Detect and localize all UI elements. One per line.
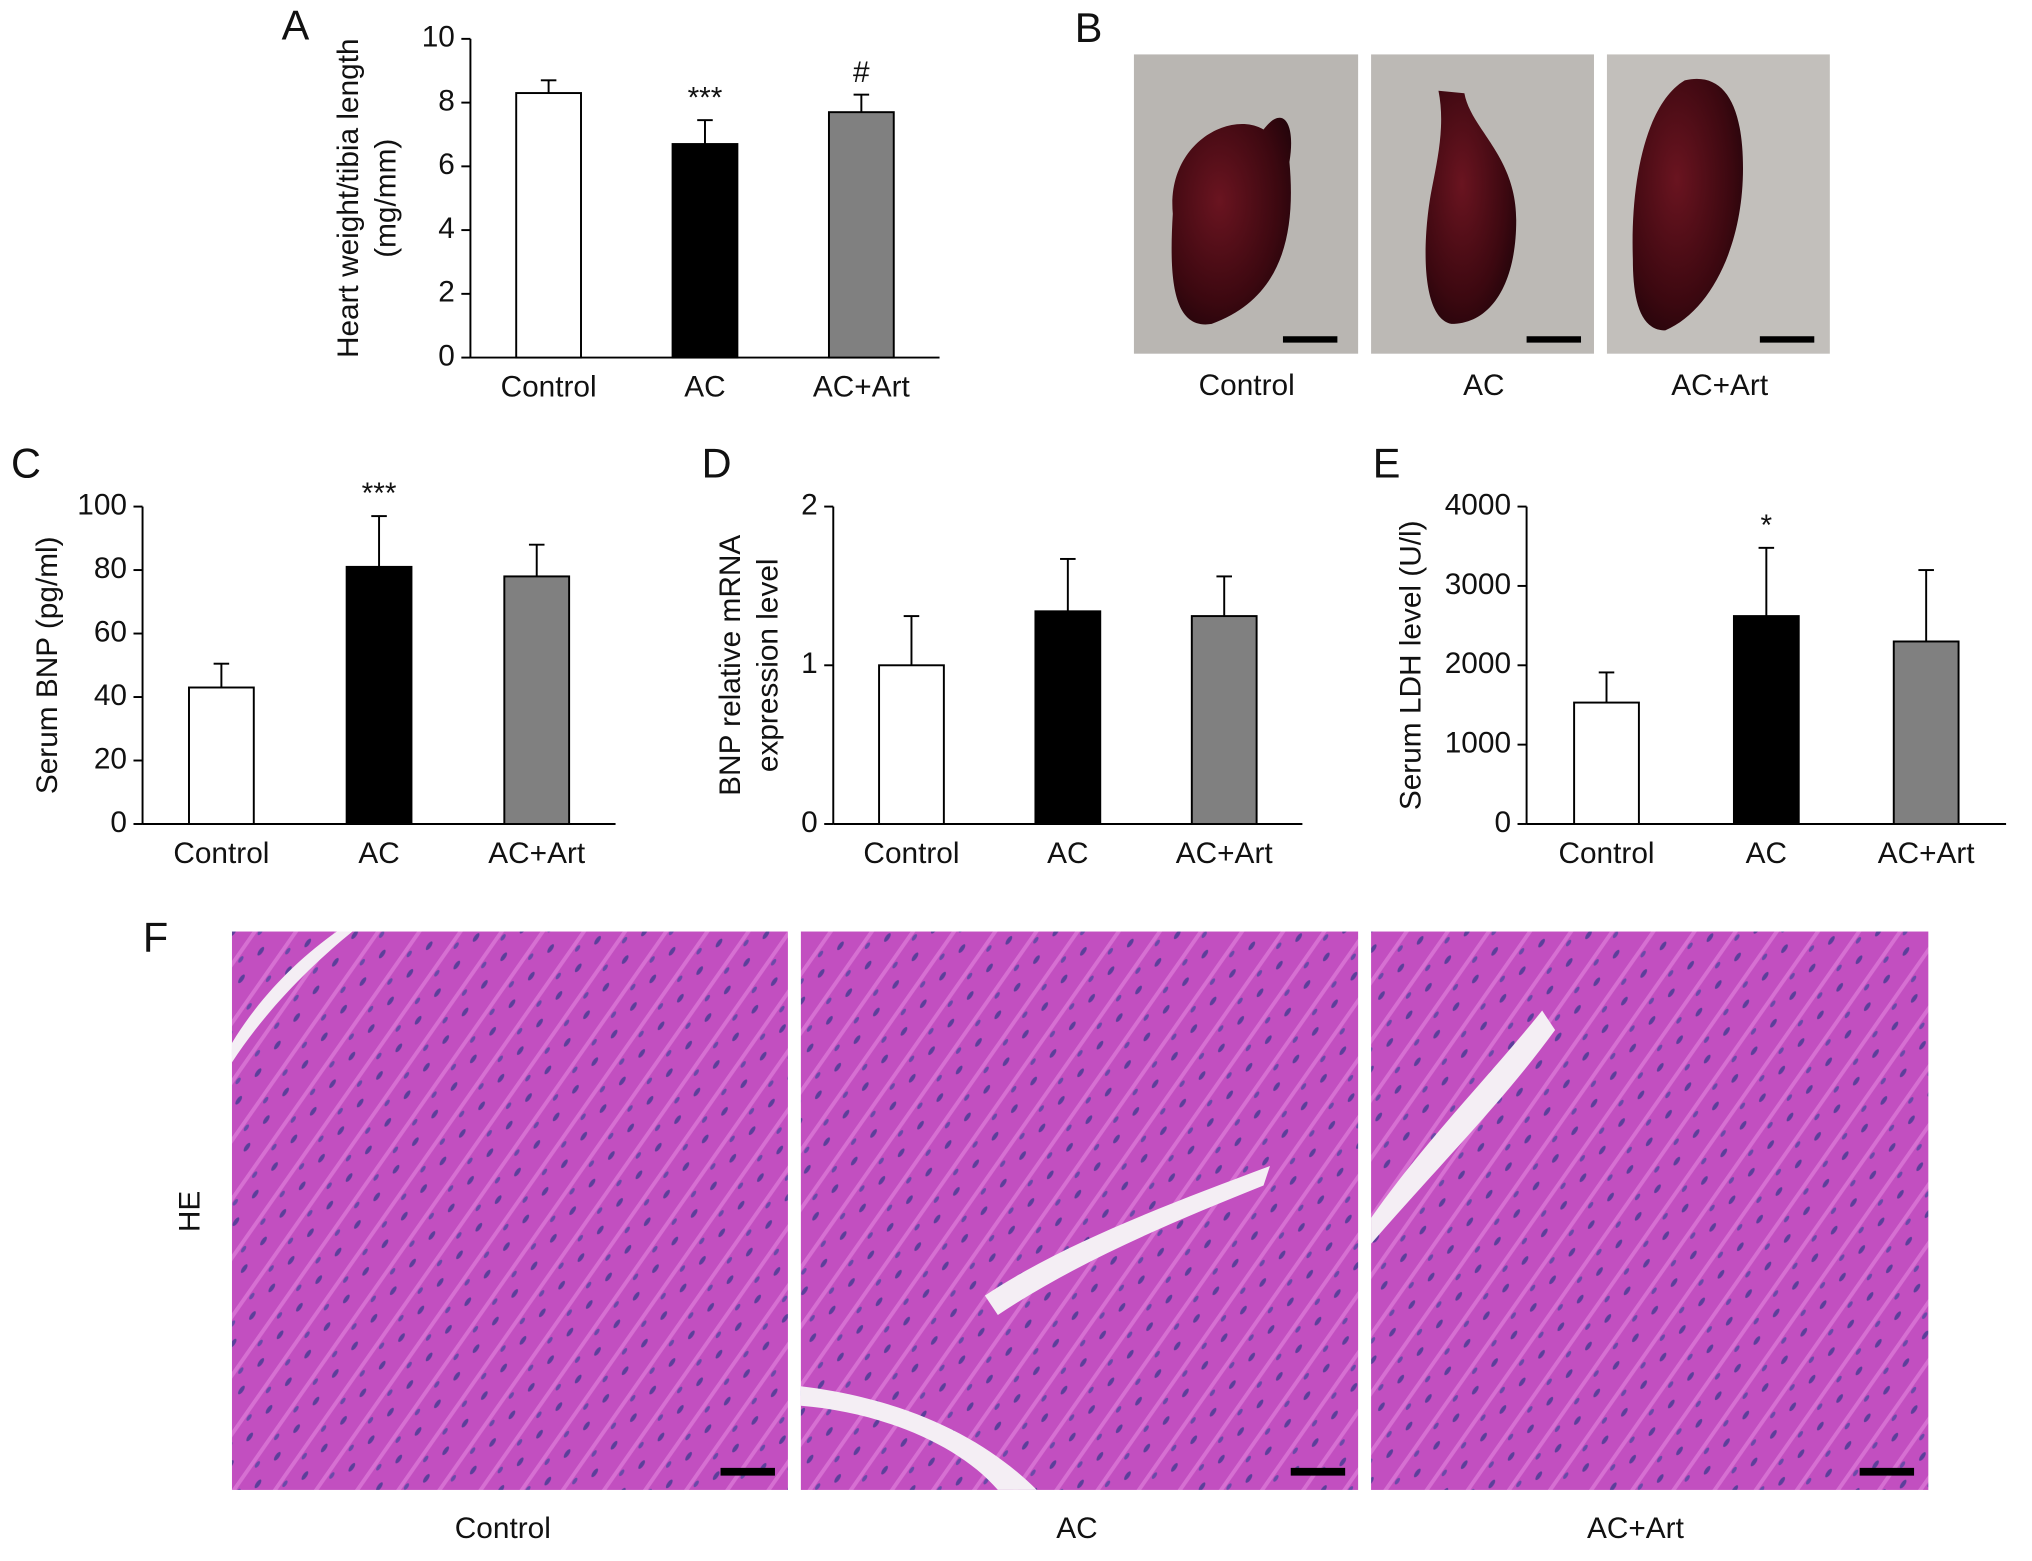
panel-letter: E <box>1373 439 1401 486</box>
panel-letter: D <box>702 439 732 486</box>
y-tick-label: 2000 <box>1445 647 1511 680</box>
photo-caption: Control <box>455 1512 551 1545</box>
y-axis-label: BNP relative mRNA <box>714 535 747 796</box>
bar <box>827 111 895 359</box>
bar <box>1034 610 1102 825</box>
chart: D BNP relative mRNA expression level 0 1 2 Con… <box>702 439 1303 870</box>
photo-caption: AC <box>1056 1512 1097 1545</box>
y-tick-label: 2 <box>801 488 818 521</box>
bar <box>1892 640 1960 825</box>
x-tick-label: AC+Art <box>1176 837 1274 870</box>
chart: C Serum BNP (pg/ml) 0 20 40 60 80 100 Control AC *… <box>11 439 616 870</box>
photo-caption: AC+Art <box>1671 369 1769 402</box>
bar <box>188 686 255 825</box>
x-tick-label: Control <box>501 371 597 404</box>
y-tick-label: 20 <box>94 742 127 775</box>
panel-letter: F <box>143 914 168 961</box>
x-tick-label: AC+Art <box>813 371 911 404</box>
x-tick-label: Control <box>173 837 269 870</box>
histology <box>800 931 1359 1490</box>
bar <box>1732 615 1800 825</box>
y-axis-label: (mg/mm) <box>369 139 402 258</box>
photo-caption: AC+Art <box>1587 1512 1685 1545</box>
y-tick-label: 10 <box>422 21 455 54</box>
y-tick-label: 80 <box>94 552 127 585</box>
heart <box>1632 78 1744 331</box>
y-tick-label: 8 <box>438 84 455 117</box>
panel-letter: B <box>1075 4 1103 51</box>
y-tick-label: 4 <box>438 212 455 245</box>
x-tick-label: AC <box>1746 837 1787 870</box>
histology <box>1371 931 1929 1490</box>
tissue-gap <box>984 1166 1270 1316</box>
x-tick-label: Control <box>863 837 959 870</box>
x-tick-label: AC <box>1047 837 1088 870</box>
y-tick-label: 0 <box>110 806 127 839</box>
bar <box>345 565 413 825</box>
chart: E Serum LDH level (U/l) 0 1000 2000 3000 4000 C… <box>1373 439 2007 870</box>
x-tick-label: AC+Art <box>1878 837 1976 870</box>
bar <box>671 143 739 359</box>
bar <box>515 92 582 359</box>
photos-b: B Control AC AC+Art <box>1075 4 1830 402</box>
bar <box>878 664 945 825</box>
histology <box>231 931 788 1490</box>
x-tick-label: AC <box>684 371 725 404</box>
bar <box>503 575 571 825</box>
y-tick-label: 2 <box>438 276 455 309</box>
y-tick-label: 0 <box>801 806 818 839</box>
y-tick-label: 40 <box>94 679 127 712</box>
panel-letter: C <box>11 439 41 486</box>
photo-caption: Control <box>1199 369 1295 402</box>
x-tick-label: AC <box>358 837 399 870</box>
chart: A Heart weight/tibia length (mg/mm) 0 2 4 6 8 10… <box>282 1 940 404</box>
y-axis-label: Serum LDH level (U/l) <box>1394 520 1427 810</box>
y-axis-label: expression level <box>752 558 785 772</box>
y-tick-label: 6 <box>438 148 455 181</box>
tissue-gap <box>800 1386 1037 1490</box>
y-tick-label: 1 <box>801 647 818 680</box>
y-tick-label: 0 <box>438 339 455 372</box>
y-tick-label: 100 <box>77 488 127 521</box>
x-tick-label: Control <box>1558 837 1654 870</box>
y-tick-label: 0 <box>1494 806 1511 839</box>
photo-caption: AC <box>1463 369 1504 402</box>
significance-label: *** <box>362 477 397 510</box>
y-tick-label: 1000 <box>1445 727 1511 760</box>
significance-label: # <box>853 56 870 89</box>
panel-letter: A <box>282 1 310 48</box>
y-axis-label: Serum BNP (pg/ml) <box>31 536 64 794</box>
bar <box>1573 701 1640 825</box>
x-tick-label: AC+Art <box>488 837 586 870</box>
heart <box>1425 90 1517 324</box>
row-label: HE <box>174 1191 207 1232</box>
heart <box>1171 117 1292 325</box>
significance-label: * <box>1761 509 1773 542</box>
y-tick-label: 60 <box>94 615 127 648</box>
y-tick-label: 3000 <box>1445 568 1511 601</box>
photos-f: F HE Control AC AC+Art <box>143 914 1929 1545</box>
bar <box>1190 615 1258 825</box>
significance-label: *** <box>688 81 723 114</box>
tissue-gap <box>1371 1010 1556 1244</box>
y-tick-label: 4000 <box>1445 488 1511 521</box>
y-axis-label: Heart weight/tibia length <box>332 38 365 358</box>
